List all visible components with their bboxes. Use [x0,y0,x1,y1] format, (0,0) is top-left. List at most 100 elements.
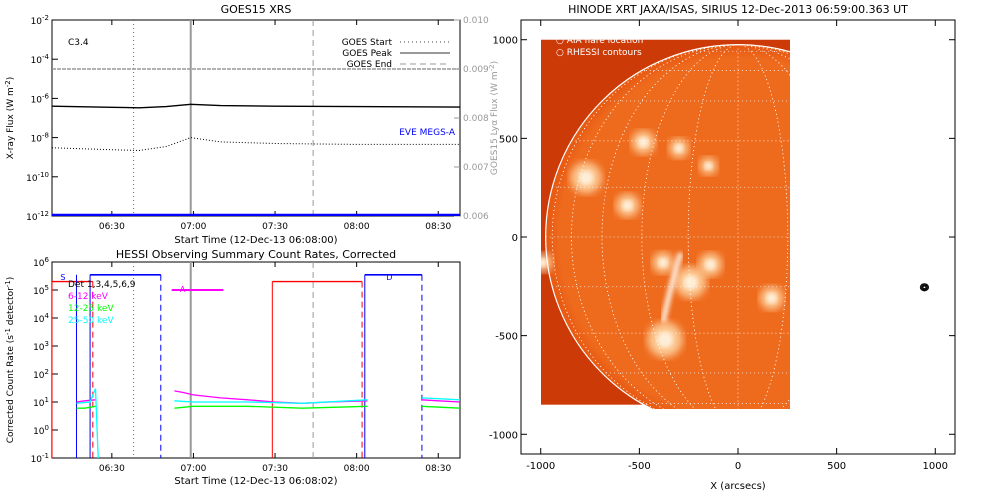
goes-xtick-label: 08:30 [425,222,451,232]
xrt-grid-group [545,44,790,409]
hessi-xtick-label: 08:30 [425,464,451,474]
xrt-overlay [545,44,930,409]
hessi-xtick-label: 06:30 [99,464,125,474]
hessi-ytick-label: 103 [33,340,49,353]
eve-label: EVE MEGS-A [399,128,456,138]
bright-region-core [541,258,548,268]
longitude-grid-line [571,44,790,409]
xrt-xtick-label: 500 [827,461,846,472]
hessi-ytick-label: 10-1 [31,452,49,465]
goes-ytick-label: 10-6 [31,92,50,105]
hessi-legend: Det 1,3,4,5,6,9 6-12 keV 12-25 keV 25-50 ke… [60,273,392,326]
bright-region-core [704,161,713,170]
hessi-legend-label: 25-50 keV [68,316,114,326]
goes-legend-label: GOES End [347,60,392,70]
rhessi-contour [922,285,927,290]
hessi-band-line-0 [421,399,460,403]
xrt-ytick-label: -500 [495,332,518,343]
hessi-title: HESSI Observing Summary Count Rates, Cor… [116,248,396,261]
hessi-state-flag: D [386,273,392,282]
hessi-markers [133,262,314,458]
hessi-band-line-2 [174,399,368,404]
xrt-ytick-label: 500 [499,134,518,145]
bright-region-core [674,143,684,153]
bright-region-core [657,331,673,348]
xrt-xlabel: X (arcsecs) [710,481,766,492]
goes-legend-label: GOES Peak [342,49,392,59]
xrt-legend-label: ○ RHESSI contours [556,48,642,58]
goes-y2tick-label: 0.009 [463,65,489,75]
bright-region-core [637,136,649,148]
hessi-xtick-label: 07:30 [262,464,288,474]
hessi-legend-label: Det 1,3,4,5,6,9 [68,280,136,290]
xrt-legend-label: ○ AIA flare location [556,36,643,46]
goes-ytick-label: 10-10 [26,171,49,184]
hessi-axes: 06:30 07:00 07:30 08:00 08:30 10-1 100 101 102 10… [31,256,452,474]
hessi-ylabel: Corrected Count Rate (s-1 detector-1) [4,277,16,444]
hessi-ytick-label: 104 [33,312,49,325]
hessi-series [52,273,460,458]
goes-y2tick-label: 0.007 [463,163,489,173]
hessi-state-flag: A [180,285,186,294]
rhessi-contour [920,284,929,291]
bright-loop [660,251,684,323]
goes-xlabel: Start Time (12-Dec-13 06:08:00) [174,235,337,246]
goes-legend-label: GOES Start [342,38,393,48]
longitude-grid-line [687,44,789,409]
hessi-band-line-2 [421,397,460,401]
goes-ytick-label: 10-12 [26,210,49,223]
hessi-ytick-label: 100 [33,424,49,437]
goes-long-channel-line [52,103,460,109]
xrt-panel: HINODE XRT JAXA/ISAS, SIRIUS 12-Dec-2013… [489,3,956,492]
xrt-solar-image [541,39,790,409]
hessi-band-line-0 [76,399,96,403]
goes-xtick-label: 08:00 [344,222,370,232]
goes-panel: GOES15 XRS 06:30 07:00 07:30 08:00 08:30 10-1… [4,3,500,246]
hessi-state-flag: S [60,273,65,282]
goes-ytick-label: 10-8 [31,132,49,145]
hessi-ytick-label: 105 [33,284,49,297]
hessi-band-line-1 [76,405,96,409]
xrt-ytick-label: 1000 [493,36,518,47]
xrt-xtick-label: 0 [735,461,741,472]
goes-ytick-label: 10-2 [31,14,49,27]
goes-markers [133,20,314,216]
goes-plot-frame [51,19,461,217]
rhessi-contour [919,283,930,292]
bright-region-core [658,257,668,268]
rhessi-contour [921,284,928,290]
goes-xtick-label: 06:30 [99,222,125,232]
hessi-band-line-1 [174,405,368,409]
goes-axes: 06:30 07:00 07:30 08:00 08:30 10-12 10-10 10-8 1… [26,14,489,232]
goes-series [52,68,460,216]
xrt-axes: -1000 -500 0 500 1000 -1000 -500 0 500 1000 [489,20,955,472]
hessi-band-line-1 [421,405,460,409]
hessi-legend-label: 12-25 keV [68,304,114,314]
goes-ylabel: X-ray Flux (W m-2) [4,77,16,159]
solar-disk-inner [553,52,790,409]
goes-ytick-label: 10-4 [31,53,50,66]
goes-y2tick-label: 0.008 [463,114,489,124]
bright-region-core [705,259,716,270]
goes-y2tick-label: 0.010 [463,16,489,26]
bright-region-core [578,170,594,185]
goes-y2label: GOES15 Lyα Flux (W m-2) [488,61,500,175]
xrt-xtick-label: 1000 [923,461,948,472]
bright-region-core [683,275,698,290]
bright-region-core [766,292,777,304]
xrt-ytick-label: 0 [512,233,518,244]
goes-xtick-label: 07:00 [180,222,206,232]
xrt-legend: ○ AIA flare location ○ RHESSI contours [556,36,643,58]
hessi-band-line-2 [76,388,99,458]
hessi-ytick-label: 102 [33,368,49,381]
hessi-ytick-label: 106 [33,256,49,269]
bright-region-core [622,200,633,211]
hessi-legend-label: 6-12 keV [68,292,109,302]
xrt-ytick-label: -1000 [489,430,518,441]
hessi-xtick-label: 08:00 [344,464,370,474]
hessi-xlabel: Start Time (12-Dec-13 06:08:02) [174,476,337,487]
xrt-title: HINODE XRT JAXA/ISAS, SIRIUS 12-Dec-2013… [568,3,908,16]
goes-xtick-label: 07:30 [262,222,288,232]
